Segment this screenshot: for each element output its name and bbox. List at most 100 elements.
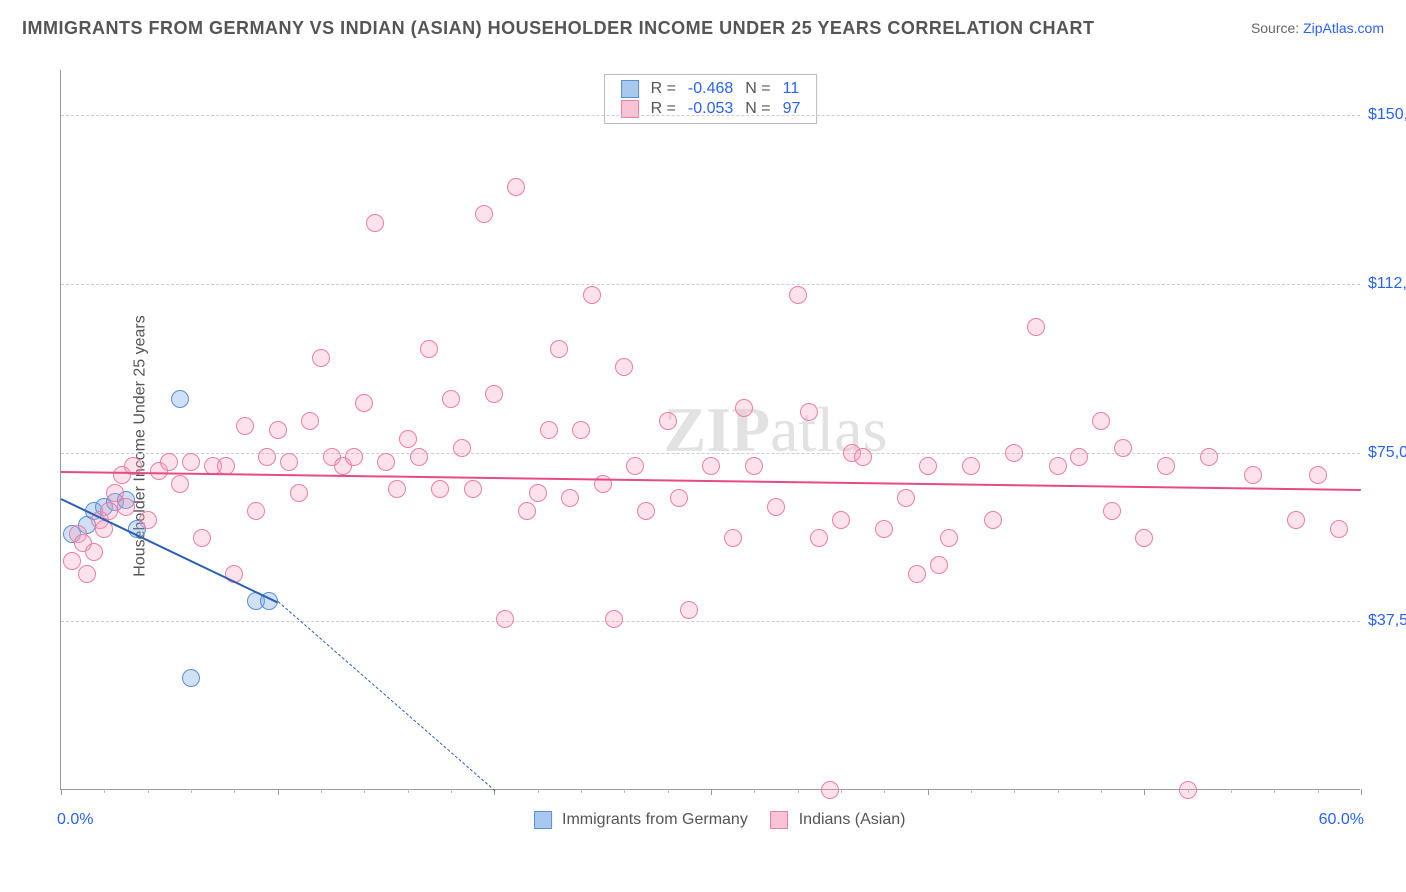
legend-label-indian: Indians (Asian) xyxy=(799,811,906,828)
data-point-indian xyxy=(875,520,893,538)
data-point-indian xyxy=(832,511,850,529)
gridline xyxy=(61,621,1360,622)
data-point-indian xyxy=(626,457,644,475)
x-tick-major xyxy=(1144,789,1145,795)
data-point-indian xyxy=(680,601,698,619)
data-point-indian xyxy=(410,448,428,466)
data-point-indian xyxy=(854,448,872,466)
data-point-indian xyxy=(399,430,417,448)
data-point-indian xyxy=(789,286,807,304)
data-point-indian xyxy=(485,385,503,403)
data-point-indian xyxy=(63,552,81,570)
x-tick-minor xyxy=(1058,789,1059,793)
source-link[interactable]: ZipAtlas.com xyxy=(1303,20,1384,36)
data-point-indian xyxy=(659,412,677,430)
data-point-indian xyxy=(366,214,384,232)
data-point-indian xyxy=(117,498,135,516)
data-point-indian xyxy=(420,340,438,358)
legend-label-germany: Immigrants from Germany xyxy=(562,811,748,828)
data-point-indian xyxy=(1049,457,1067,475)
data-point-indian xyxy=(810,529,828,547)
x-tick-minor xyxy=(364,789,365,793)
x-tick-minor xyxy=(321,789,322,793)
plot-region: ZIPatlas R = -0.468 N = 11 R = -0.053 N … xyxy=(60,70,1360,790)
x-tick-minor xyxy=(104,789,105,793)
data-point-indian xyxy=(193,529,211,547)
data-point-indian xyxy=(1287,511,1305,529)
data-point-indian xyxy=(355,394,373,412)
data-point-indian xyxy=(1135,529,1153,547)
data-point-indian xyxy=(85,543,103,561)
x-tick-minor xyxy=(841,789,842,793)
x-tick-minor xyxy=(1014,789,1015,793)
x-tick-minor xyxy=(148,789,149,793)
data-point-indian xyxy=(800,403,818,421)
data-point-indian xyxy=(540,421,558,439)
data-point-indian xyxy=(550,340,568,358)
legend-row-indian: R = -0.053 N = 97 xyxy=(615,99,807,119)
r-label: R = xyxy=(645,99,682,119)
data-point-indian xyxy=(529,484,547,502)
x-tick-minor xyxy=(408,789,409,793)
data-point-indian xyxy=(1179,781,1197,799)
data-point-indian xyxy=(312,349,330,367)
source-attribution: Source: ZipAtlas.com xyxy=(1251,20,1384,36)
data-point-indian xyxy=(940,529,958,547)
x-tick-minor xyxy=(798,789,799,793)
x-tick-minor xyxy=(1101,789,1102,793)
x-tick-major xyxy=(1361,789,1362,795)
data-point-indian xyxy=(561,489,579,507)
data-point-indian xyxy=(160,453,178,471)
legend-swatch-germany xyxy=(621,80,639,98)
data-point-indian xyxy=(431,480,449,498)
data-point-indian xyxy=(702,457,720,475)
data-point-indian xyxy=(930,556,948,574)
data-point-indian xyxy=(735,399,753,417)
legend-swatch-germany xyxy=(534,811,552,829)
x-tick-minor xyxy=(1231,789,1232,793)
legend-row-germany: R = -0.468 N = 11 xyxy=(615,79,807,99)
chart-area: ZIPatlas R = -0.468 N = 11 R = -0.053 N … xyxy=(50,60,1380,830)
data-point-indian xyxy=(1157,457,1175,475)
y-tick-label: $37,500 xyxy=(1368,612,1406,630)
y-tick-label: $150,000 xyxy=(1368,106,1406,124)
data-point-indian xyxy=(1103,502,1121,520)
data-point-indian xyxy=(269,421,287,439)
y-tick-label: $112,500 xyxy=(1368,275,1406,293)
data-point-indian xyxy=(897,489,915,507)
x-tick-minor xyxy=(581,789,582,793)
data-point-indian xyxy=(583,286,601,304)
data-point-indian xyxy=(236,417,254,435)
data-point-indian xyxy=(1114,439,1132,457)
data-point-indian xyxy=(345,448,363,466)
x-tick-major xyxy=(711,789,712,795)
data-point-indian xyxy=(1309,466,1327,484)
r-value-indian: -0.053 xyxy=(682,99,739,119)
data-point-indian xyxy=(1092,412,1110,430)
watermark-bold: ZIP xyxy=(663,394,770,465)
data-point-indian xyxy=(724,529,742,547)
data-point-indian xyxy=(670,489,688,507)
data-point-indian xyxy=(962,457,980,475)
r-label: R = xyxy=(645,79,682,99)
data-point-indian xyxy=(182,453,200,471)
x-tick-minor xyxy=(1318,789,1319,793)
data-point-indian xyxy=(388,480,406,498)
data-point-indian xyxy=(637,502,655,520)
correlation-legend: R = -0.468 N = 11 R = -0.053 N = 97 xyxy=(604,74,818,124)
x-tick-minor xyxy=(1274,789,1275,793)
data-point-indian xyxy=(442,390,460,408)
data-point-indian xyxy=(171,475,189,493)
n-label: N = xyxy=(739,99,776,119)
data-point-indian xyxy=(919,457,937,475)
x-max-label: 60.0% xyxy=(1319,811,1364,829)
data-point-indian xyxy=(572,421,590,439)
data-point-indian xyxy=(377,453,395,471)
data-point-indian xyxy=(1005,444,1023,462)
x-tick-minor xyxy=(754,789,755,793)
data-point-indian xyxy=(258,448,276,466)
data-point-indian xyxy=(984,511,1002,529)
x-tick-minor xyxy=(191,789,192,793)
data-point-germany xyxy=(171,390,189,408)
trend-line xyxy=(277,601,494,791)
